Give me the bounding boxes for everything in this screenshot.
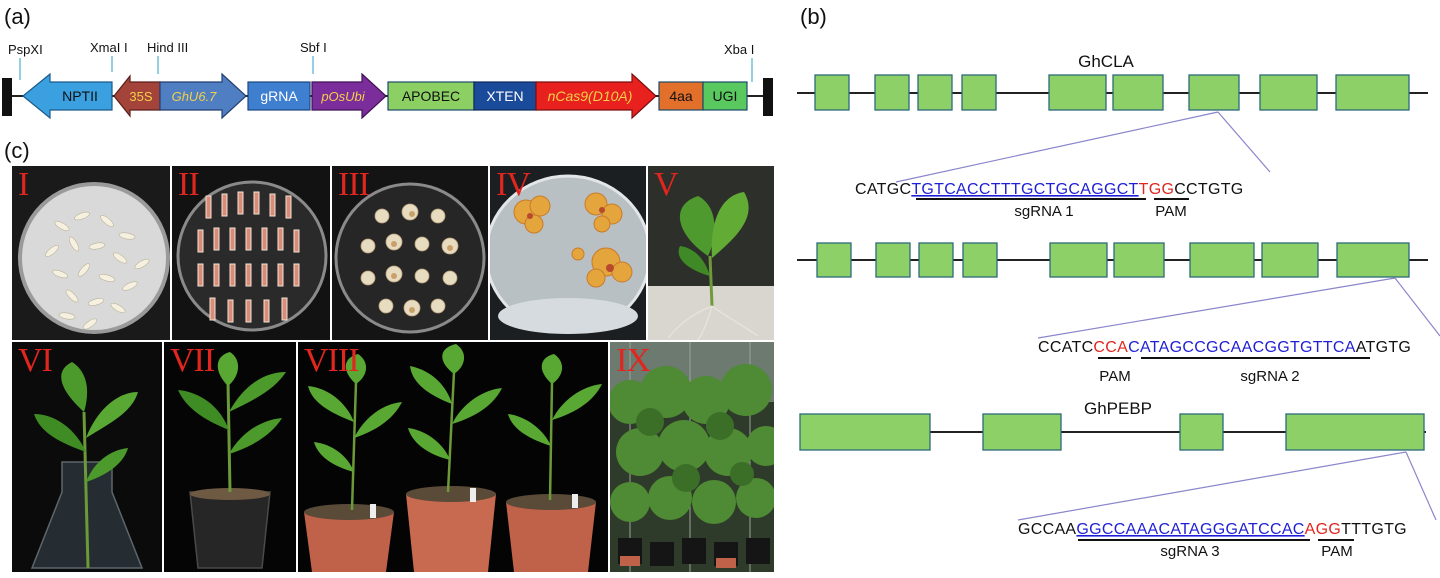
stage-label-6: VI xyxy=(18,342,53,379)
stage-label-9: IX xyxy=(616,342,651,379)
sgrna1-label: sgRNA 1 xyxy=(1014,203,1073,220)
stage-label-8: VIII xyxy=(304,342,360,379)
stage-photo-4: IV xyxy=(490,166,646,340)
ncas9-arrow xyxy=(535,72,657,120)
stage-photo-8: VIII xyxy=(298,342,608,572)
stage-photo-6: VI xyxy=(12,342,162,572)
nptii-arrow xyxy=(22,72,113,120)
ghu67-label: GhU6.7 xyxy=(172,89,218,104)
panel-label-c: (c) xyxy=(4,138,30,163)
xten-label: XTEN xyxy=(486,88,523,104)
stage-photo-1: I xyxy=(12,166,170,340)
posubi-arrow xyxy=(311,72,387,120)
p35s-label: 35S xyxy=(129,89,152,104)
stage-label-2: II xyxy=(178,166,200,203)
posubi-label: pOsUbi xyxy=(320,89,365,104)
panel-label-b: (b) xyxy=(800,4,827,29)
stage-photo-3: III xyxy=(332,166,488,340)
site-sbfi: Sbf I xyxy=(300,40,327,55)
aa4-box xyxy=(658,81,704,111)
aa4-label: 4aa xyxy=(669,88,693,104)
stage-label-7: VII xyxy=(170,342,215,379)
ghpebp-exons xyxy=(799,413,1425,451)
stage-photo-2: II xyxy=(172,166,330,340)
stage-label-4: IV xyxy=(496,166,531,203)
gene-label-ghcla: GhCLA xyxy=(1078,52,1134,71)
stage-photo-9: IX xyxy=(610,342,774,572)
pam3-label: PAM xyxy=(1321,543,1352,560)
apobec-label: APOBEC xyxy=(402,88,460,104)
site-pspxi: PspXI xyxy=(8,42,43,57)
site-xbai: Xba I xyxy=(724,42,754,57)
target1-sequence: CATGCTGTCACCTTTGCTGCAGGCTTGGCCTGTG xyxy=(855,181,1244,198)
ghcla-exons-row1 xyxy=(814,74,1410,111)
gene-structures: GhCLA CATGCTGTCACCTTTGCTGCAGGCTTGGCCTGTG… xyxy=(797,52,1440,560)
ugi-box xyxy=(702,81,748,111)
stage-label-5: V xyxy=(654,166,679,203)
apobec-box xyxy=(387,81,475,111)
ghcla-exons-row2 xyxy=(816,242,1410,278)
stage-photo-5: V xyxy=(648,166,774,340)
panel-label-a: (a) xyxy=(4,4,31,29)
ncas9-label: nCas9(D10A) xyxy=(548,88,633,104)
stage-label-1: I xyxy=(18,166,29,203)
right-border-block xyxy=(763,78,773,116)
pam1-label: PAM xyxy=(1155,203,1186,220)
sgrna2-label: sgRNA 2 xyxy=(1240,368,1299,385)
xten-box xyxy=(473,81,537,111)
sgrna3-label: sgRNA 3 xyxy=(1160,543,1219,560)
pam2-label: PAM xyxy=(1099,368,1130,385)
stage-photo-grid: I II xyxy=(12,166,774,572)
nptii-label: NPTII xyxy=(62,88,98,104)
target3-sequence: GCCAAGGCCAAACATAGGGATCCACAGGTTTGTG xyxy=(1018,521,1407,538)
ghu67-arrow xyxy=(159,72,247,120)
grna-label: gRNA xyxy=(260,88,298,104)
ugi-label: UGI xyxy=(713,88,738,104)
stage-label-3: III xyxy=(338,166,370,203)
target2-sequence: CCATCCCACATAGCCGCAACGGTGTTCAATGTG xyxy=(1038,339,1411,356)
left-border-block xyxy=(2,78,12,116)
grna-box xyxy=(247,81,311,111)
gene-label-ghpebp: GhPEBP xyxy=(1084,399,1152,418)
stage-photo-7: VII xyxy=(164,342,296,572)
site-xmai: XmaI I xyxy=(90,40,128,55)
vector-construct: PspXI XmaI I Hind III Sbf I Xba I NPTII … xyxy=(2,40,773,120)
site-hindiii: Hind III xyxy=(147,40,188,55)
